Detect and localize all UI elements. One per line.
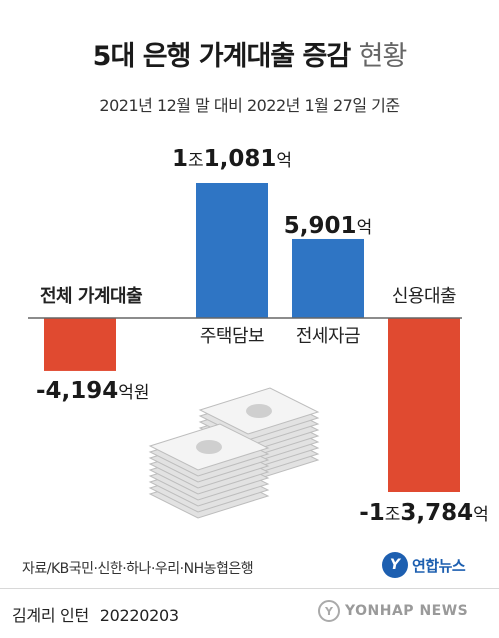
credit-date: 20220203 xyxy=(99,606,179,625)
bar-1 xyxy=(196,183,268,318)
bar-2 xyxy=(292,238,364,318)
category-label-2: 전세자금 xyxy=(296,326,360,347)
title-light: 현황 xyxy=(358,41,408,72)
value-label-0: -4,194억원 xyxy=(36,378,150,404)
bar-0 xyxy=(44,318,116,371)
value-label-1: 1조1,081억 xyxy=(172,146,292,172)
category-label-1: 주택담보 xyxy=(200,326,264,347)
value-label-2: 5,901억 xyxy=(284,213,372,239)
yonhap-logo-text: 연합뉴스 xyxy=(412,556,466,575)
bar-3 xyxy=(388,318,460,492)
credit-name: 김계리 인턴 xyxy=(12,606,89,625)
credit-line: 김계리 인턴 20220203 xyxy=(12,602,179,626)
yonhap-logo: Y 연합뉴스 xyxy=(382,549,466,581)
page-title: 5대 은행 가계대출 증감 현황 xyxy=(0,34,499,73)
category-label-0: 전체 가계대출 xyxy=(40,286,142,307)
page-subtitle: 2021년 12월 말 대비 2022년 1월 27일 기준 xyxy=(99,96,400,115)
watermark-text: YONHAP NEWS xyxy=(345,603,469,619)
yonhap-logo-icon: Y xyxy=(382,552,408,578)
money-stack-front xyxy=(148,423,270,519)
category-label-3: 신용대출 xyxy=(392,286,456,307)
watermark-icon: Y xyxy=(318,600,340,622)
value-label-3: -1조3,784억 xyxy=(359,500,489,526)
watermark: Y YONHAP NEWS xyxy=(318,597,468,625)
title-bold: 5대 은행 가계대출 증감 xyxy=(92,41,352,72)
footer-divider xyxy=(0,588,499,589)
source-note: 자료/KB국민·신한·하나·우리·NH농협은행 xyxy=(22,561,254,577)
